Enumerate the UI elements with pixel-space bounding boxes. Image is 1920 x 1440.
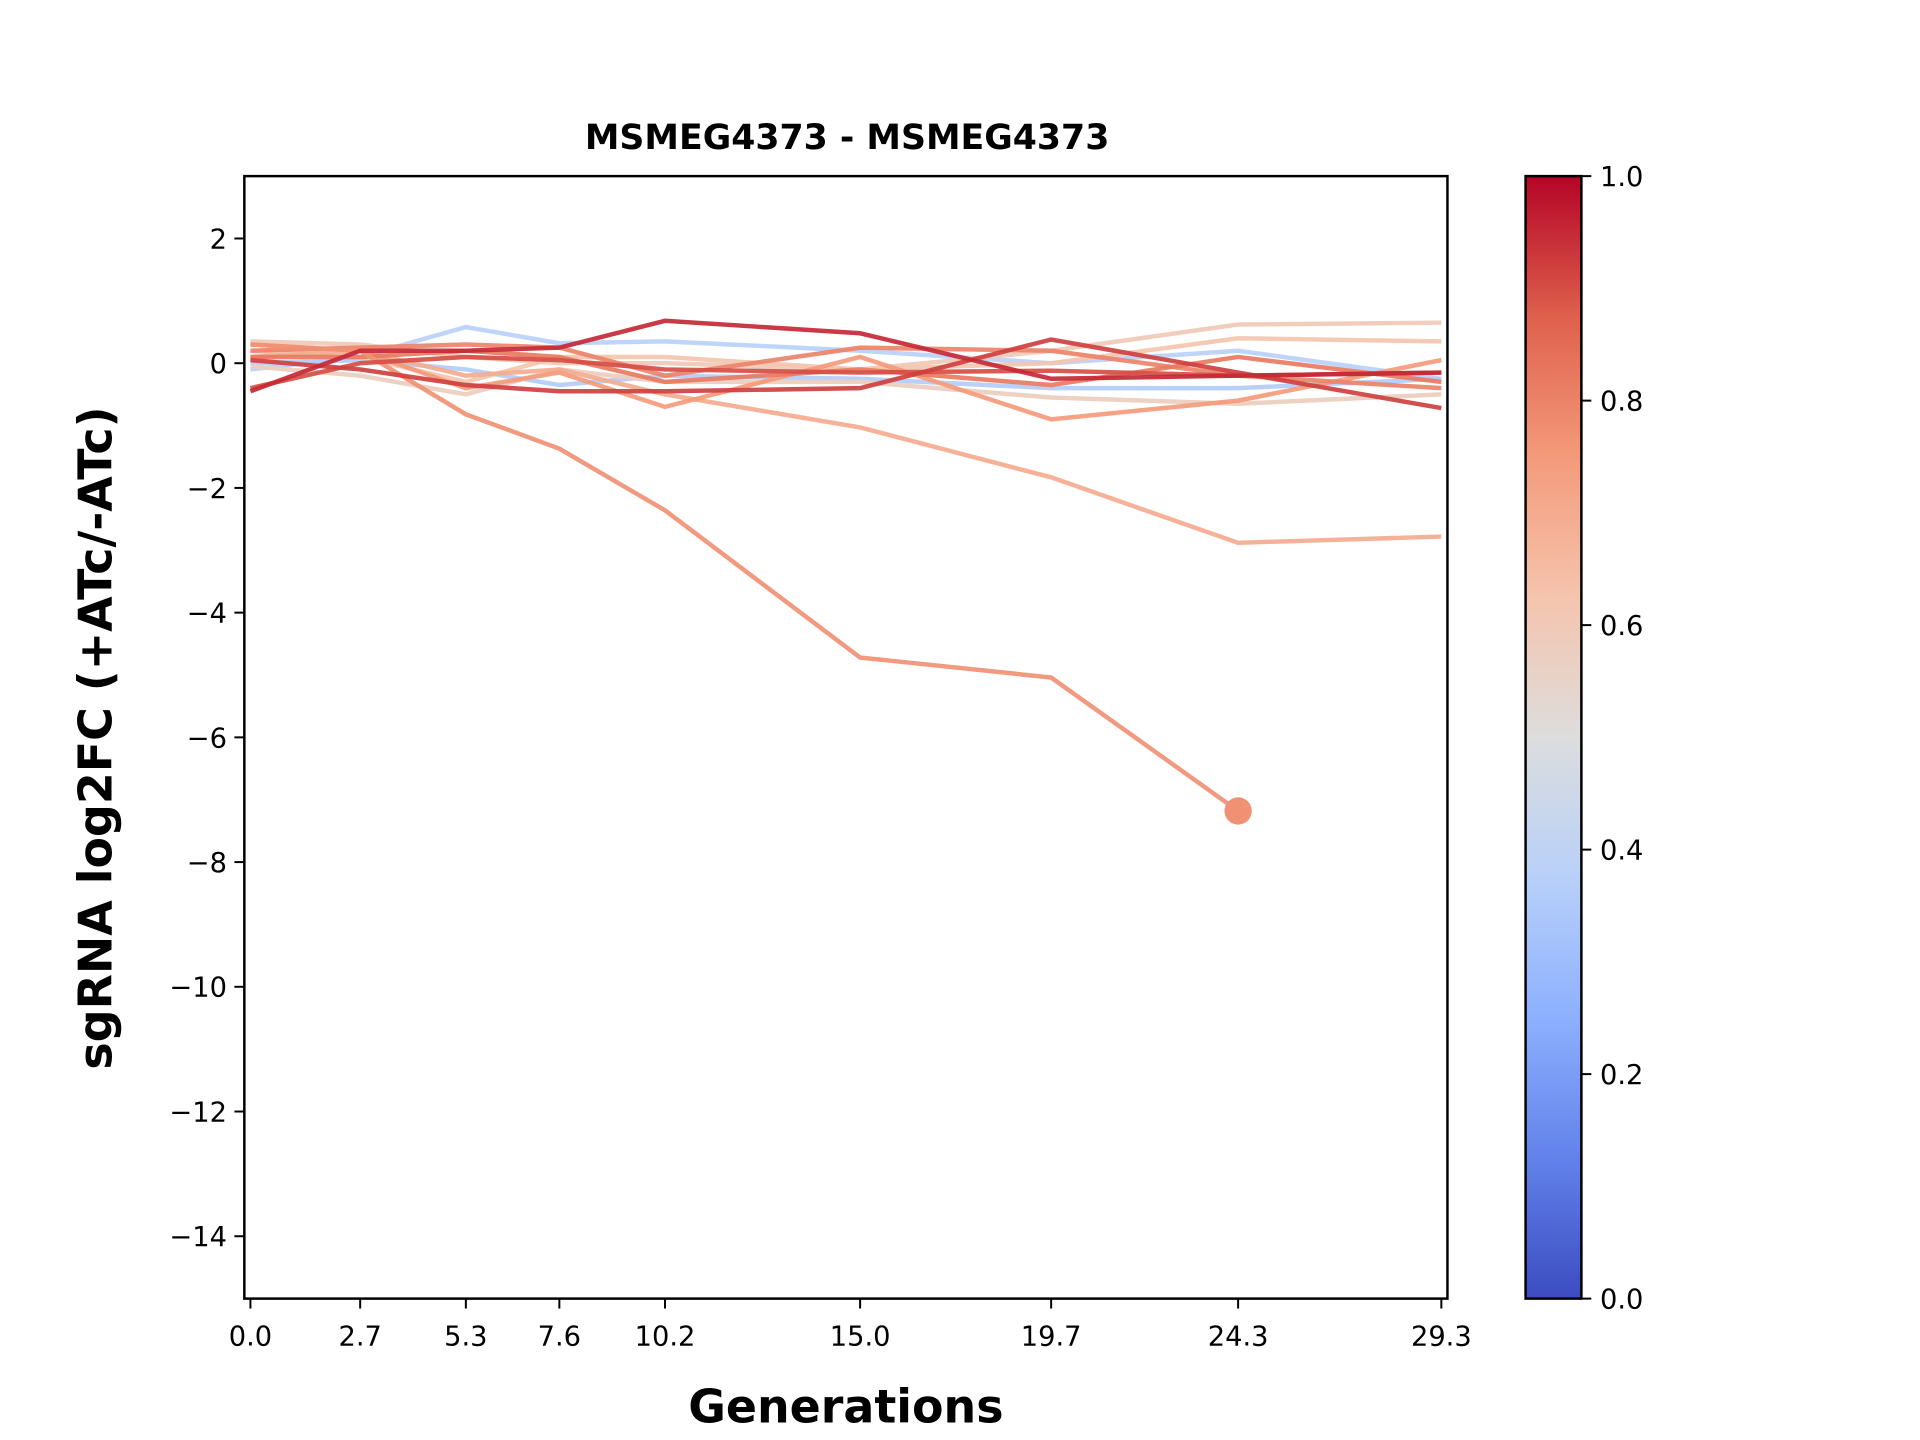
x-axis: 0.0 2.7 5.3 7.6 10.2 15.0 19.7 24.3 29.3 <box>229 1298 1472 1353</box>
series-end-marker-9 <box>1224 797 1252 825</box>
y-tick-label: 0 <box>210 349 227 380</box>
series-line-12 <box>249 318 1442 394</box>
colorbar-tick-label: 1.0 <box>1600 162 1643 193</box>
x-tick-label: 0.0 <box>229 1322 272 1353</box>
y-tick-label: 2 <box>210 224 227 255</box>
colorbar-tick-label: 0.2 <box>1600 1060 1643 1091</box>
series-line-8 <box>250 348 1442 388</box>
y-tick-label: −10 <box>169 973 227 1004</box>
x-axis-label: Generations <box>688 1380 1003 1434</box>
x-tick-label: 10.2 <box>635 1322 696 1353</box>
x-tick-label: 5.3 <box>444 1322 487 1353</box>
series-line-11 <box>250 337 1442 411</box>
colorbar-tick-label: 0.8 <box>1600 387 1643 418</box>
x-tick-label: 7.6 <box>538 1322 581 1353</box>
x-tick-label: 19.7 <box>1021 1322 1082 1353</box>
y-tick-label: −2 <box>187 474 227 505</box>
y-tick-label: −14 <box>169 1222 227 1253</box>
y-tick-label: −6 <box>187 723 227 754</box>
chart-title: MSMEG4373 - MSMEG4373 <box>585 118 1109 158</box>
y-axis: 2 0 −2 −4 −6 −8 −10 −12 −14 <box>169 224 245 1253</box>
y-tick-label: −12 <box>169 1097 227 1128</box>
colorbar-tick-label: 0.0 <box>1600 1285 1643 1316</box>
x-tick-label: 24.3 <box>1208 1322 1269 1353</box>
colorbar-ticks: 0.0 0.2 0.4 0.6 0.8 1.0 <box>1581 162 1643 1316</box>
colorbar <box>1524 174 1583 1300</box>
y-tick-label: −4 <box>187 599 227 630</box>
x-tick-label: 15.0 <box>830 1322 891 1353</box>
series-line-10 <box>249 354 1442 391</box>
colorbar-tick-label: 0.6 <box>1600 611 1643 642</box>
y-tick-label: −8 <box>187 848 227 879</box>
plot-area <box>249 318 1442 825</box>
colorbar-tick-label: 0.4 <box>1600 836 1643 867</box>
x-tick-label: 2.7 <box>338 1322 381 1353</box>
x-tick-label: 29.3 <box>1411 1322 1472 1353</box>
y-axis-label: sgRNA log2FC (+ATc/-ATc) <box>69 406 123 1069</box>
